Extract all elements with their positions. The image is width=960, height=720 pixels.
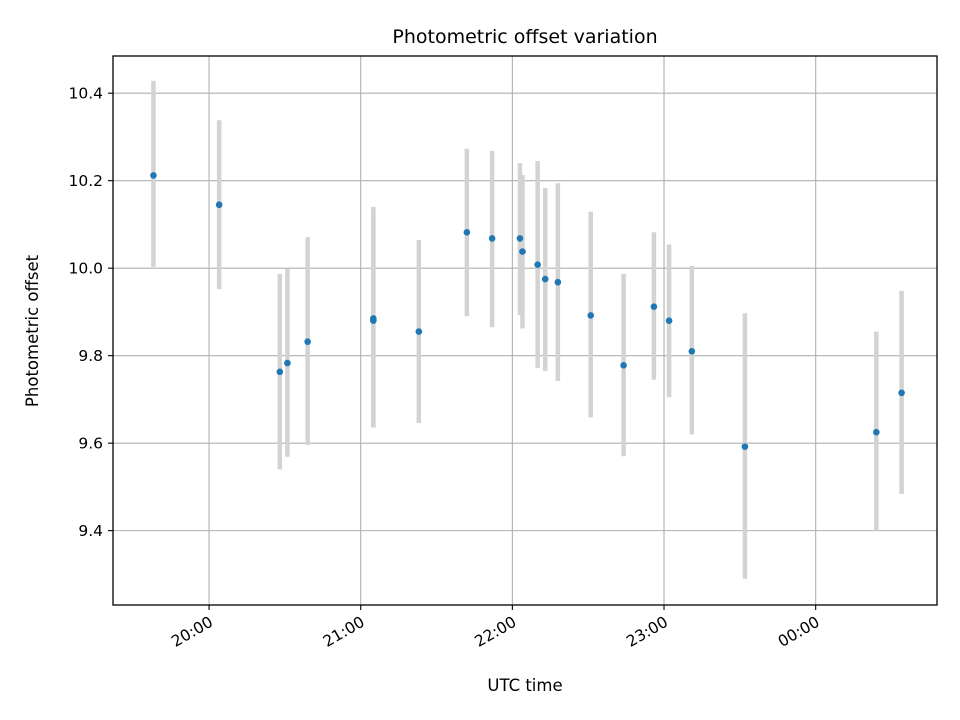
y-tick-label: 10.2 <box>68 172 103 190</box>
data-point <box>276 368 284 376</box>
data-point <box>587 312 595 319</box>
y-axis-title: Photometric offset <box>23 254 42 407</box>
data-point <box>519 248 526 255</box>
y-tick-label: 10.0 <box>68 260 103 278</box>
data-point <box>688 347 696 355</box>
data-points <box>150 172 905 450</box>
y-tick-label: 10.4 <box>68 85 103 103</box>
data-point <box>873 428 880 436</box>
data-point <box>304 338 311 345</box>
data-point <box>215 201 223 209</box>
x-axis-title: UTC time <box>487 676 562 695</box>
data-point <box>650 303 658 310</box>
chart-title: Photometric offset variation <box>392 26 657 48</box>
data-point <box>150 172 157 179</box>
data-point <box>620 361 627 369</box>
data-point <box>370 317 377 324</box>
grid <box>113 56 937 605</box>
y-tick-label: 9.4 <box>78 522 103 540</box>
data-point <box>665 317 673 324</box>
y-axis-ticks: 9.4 9.6 9.8 10.0 10.2 10.4 <box>68 85 113 540</box>
data-point <box>898 389 905 397</box>
data-point <box>741 443 749 450</box>
data-point <box>415 328 423 335</box>
data-point <box>284 359 291 367</box>
y-tick-label: 9.6 <box>78 435 103 453</box>
y-tick-label: 9.8 <box>78 347 103 365</box>
plot-area-frame <box>112 55 938 606</box>
data-point <box>463 228 471 236</box>
data-point <box>516 235 524 242</box>
data-point <box>534 261 541 268</box>
data-point <box>541 275 549 283</box>
data-point <box>488 235 496 242</box>
data-point <box>554 278 562 286</box>
